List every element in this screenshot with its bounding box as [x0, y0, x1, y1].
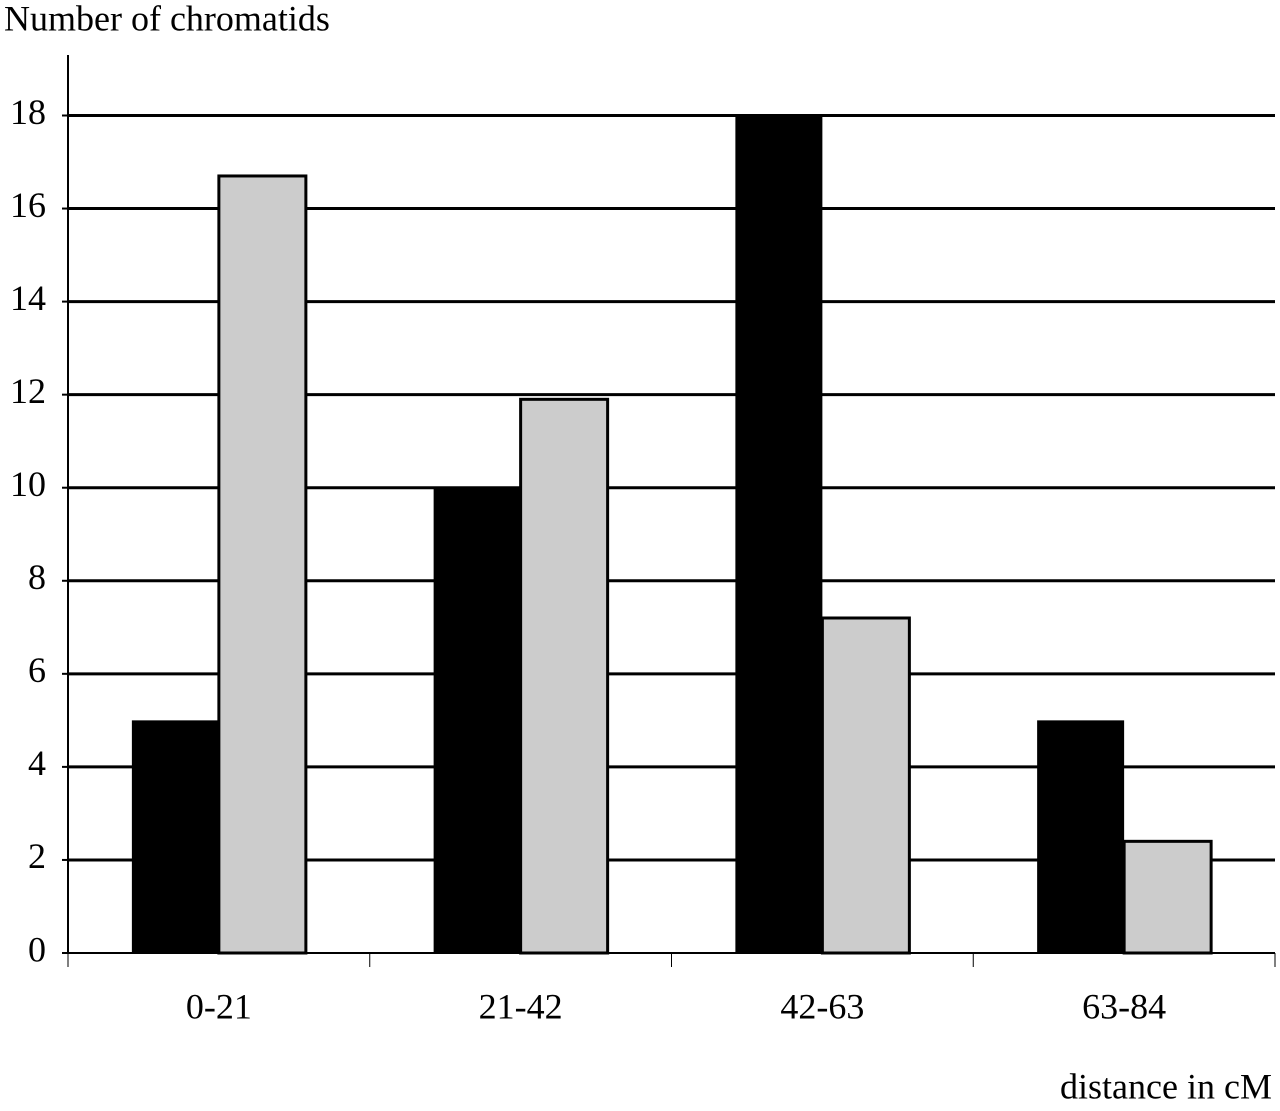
y-tick-label: 4 [28, 743, 46, 783]
y-tick-label: 10 [10, 464, 46, 504]
bar [735, 115, 823, 953]
bar [131, 720, 219, 953]
x-axis-label: distance in cM [1060, 1066, 1272, 1106]
y-tick-label: 18 [10, 92, 46, 132]
bar [433, 487, 521, 953]
y-axis-label: Number of chromatids [4, 0, 330, 38]
x-tick-label: 0-21 [186, 986, 252, 1026]
bar [820, 616, 911, 955]
y-tick-label: 16 [10, 185, 46, 225]
y-tick-label: 12 [10, 371, 46, 411]
bar [217, 174, 308, 955]
y-tick-label: 0 [28, 929, 46, 969]
y-tick-label: 8 [28, 557, 46, 597]
bar [519, 397, 610, 955]
y-tick-label: 6 [28, 650, 46, 690]
y-tick-label: 14 [10, 278, 46, 318]
x-tick-label: 63-84 [1082, 986, 1166, 1026]
bar [1037, 720, 1125, 953]
y-tick-label: 2 [28, 836, 46, 876]
bar [1122, 839, 1213, 955]
x-tick-label: 42-63 [780, 986, 864, 1026]
x-tick-label: 21-42 [479, 986, 563, 1026]
